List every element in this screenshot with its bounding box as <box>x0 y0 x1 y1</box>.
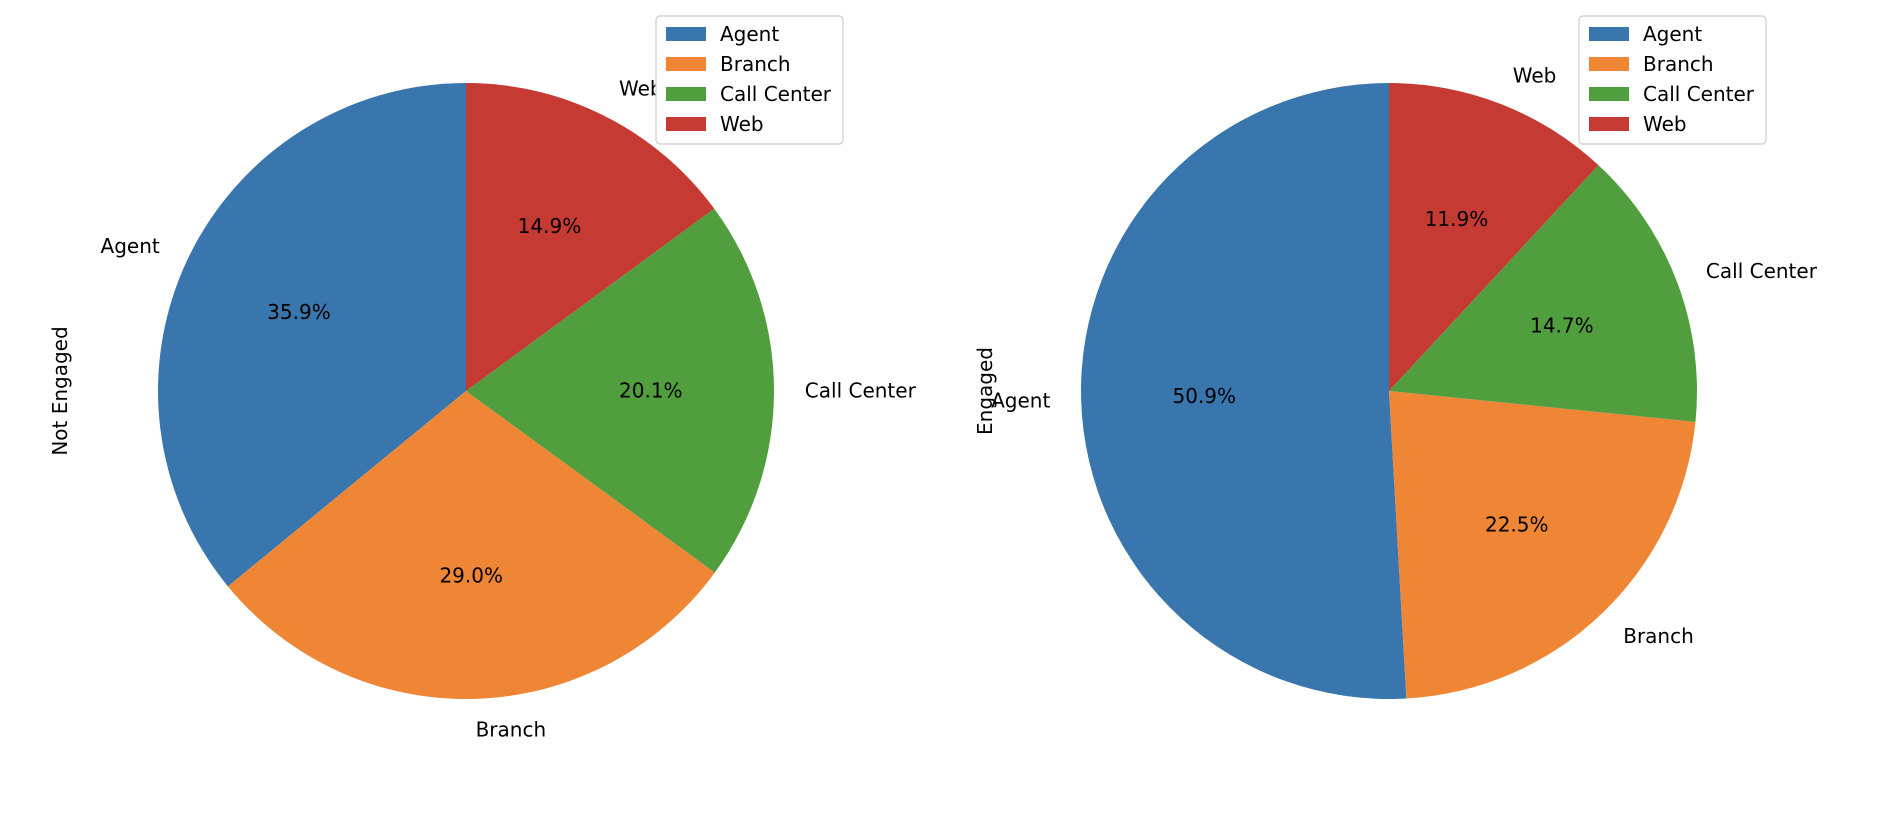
percent-label: 35.9% <box>267 300 331 324</box>
legend-entry: Branch <box>720 52 791 76</box>
percent-label: 29.0% <box>439 564 503 588</box>
slice-label: Agent <box>991 389 1050 413</box>
legend-frame <box>655 15 844 145</box>
percent-label: 14.7% <box>1530 314 1594 338</box>
legend-swatch <box>666 117 706 131</box>
slice-label: Agent <box>101 234 160 258</box>
legend-swatch <box>666 27 706 41</box>
slice-label: Branch <box>476 718 547 742</box>
pie-slice-call-center <box>466 208 774 573</box>
pie-slice-web <box>466 83 715 391</box>
legend-entry: Web <box>1643 112 1687 136</box>
pie-slice-agent <box>158 83 466 587</box>
pie-slice-web <box>1389 83 1599 391</box>
slice-label: Web <box>1513 64 1557 88</box>
y-axis-label: Not Engaged <box>48 326 72 455</box>
percent-label: 14.9% <box>518 214 582 238</box>
legend: Agent Branch Call Center Web <box>655 15 844 145</box>
slice-label: Call Center <box>805 378 917 402</box>
slice-label: Call Center <box>1706 259 1818 283</box>
legend-swatch <box>666 57 706 71</box>
percent-label: 20.1% <box>619 379 683 403</box>
legend-entry: Call Center <box>1643 82 1755 106</box>
pie-slice-branch <box>1389 391 1696 699</box>
percent-label: 50.9% <box>1173 384 1237 408</box>
pie-chart-not-engaged: 35.9% Agent 29.0% Branch 20.1% Call Center 14.… <box>48 15 917 742</box>
legend-swatch <box>1589 117 1629 131</box>
pie-chart-engaged: 50.9% Agent 22.5% Branch 14.7% Call Center 11.… <box>973 15 1818 699</box>
legend-swatch <box>666 87 706 101</box>
percent-label: 22.5% <box>1485 513 1549 537</box>
legend-entry: Agent <box>1643 22 1702 46</box>
slice-label: Branch <box>1623 624 1694 648</box>
legend-entry: Web <box>720 112 764 136</box>
pie-slice-agent <box>1081 83 1407 699</box>
legend-entry: Branch <box>1643 52 1714 76</box>
percent-label: 11.9% <box>1425 207 1489 231</box>
pie-slice-branch <box>227 391 715 700</box>
y-axis-label: Engaged <box>973 347 997 435</box>
legend-swatch <box>1589 87 1629 101</box>
legend-entry: Call Center <box>720 82 832 106</box>
slice-label: Web <box>619 77 663 101</box>
legend-swatch <box>1589 57 1629 71</box>
legend-entry: Agent <box>720 22 779 46</box>
pie-slice-call-center <box>1389 165 1697 422</box>
legend-swatch <box>1589 27 1629 41</box>
legend-frame <box>1578 15 1767 145</box>
legend: Agent Branch Call Center Web <box>1578 15 1767 145</box>
